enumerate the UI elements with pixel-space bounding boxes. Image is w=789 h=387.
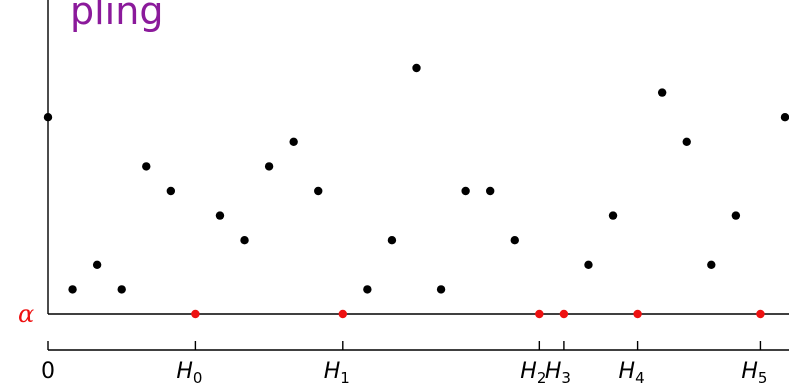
data-point: [584, 260, 593, 269]
data-point: [510, 236, 519, 245]
data-point: [68, 285, 77, 294]
data-point: [780, 113, 789, 122]
hitting-point-h4: [633, 309, 642, 319]
time-axis-ticks: [47, 341, 762, 350]
data-point: [731, 211, 741, 220]
data-point: [289, 137, 298, 146]
hitting-time-label-h1: H1: [324, 359, 350, 387]
data-point: [707, 260, 716, 269]
data-point: [264, 162, 274, 171]
hitting-time-label-h5: H5: [741, 359, 767, 387]
hitting-point-h5: [756, 309, 765, 319]
data-point: [412, 63, 421, 73]
data-point: [486, 186, 495, 196]
hitting-point-h0: [191, 309, 200, 319]
hitting-point-h1: [338, 309, 347, 319]
data-point: [387, 236, 397, 245]
threshold-alpha-label: α: [18, 300, 34, 328]
data-point: [436, 285, 446, 294]
data-point: [92, 260, 102, 269]
time-zero-label: 0: [41, 359, 55, 384]
data-points: [43, 63, 789, 294]
hitting-time-label-h2: H2: [520, 359, 546, 387]
hitting-points: [191, 309, 765, 319]
data-point: [215, 211, 225, 220]
hitting-point-h2: [535, 309, 544, 319]
hitting-point-h3: [559, 309, 569, 319]
data-point: [314, 186, 323, 196]
hitting-time-label-h0: H0: [176, 359, 202, 387]
data-point: [240, 236, 249, 245]
hitting-time-label-h3: H3: [545, 359, 571, 387]
hitting-time-label-h4: H4: [619, 359, 645, 387]
data-point: [142, 162, 151, 171]
data-point: [608, 211, 618, 220]
data-point: [166, 186, 176, 196]
data-point: [117, 285, 126, 294]
data-point: [363, 285, 372, 294]
data-point: [682, 137, 691, 146]
data-point: [43, 113, 53, 122]
data-point: [461, 186, 470, 196]
figure-title: pling: [70, 0, 163, 33]
data-point: [657, 88, 667, 97]
